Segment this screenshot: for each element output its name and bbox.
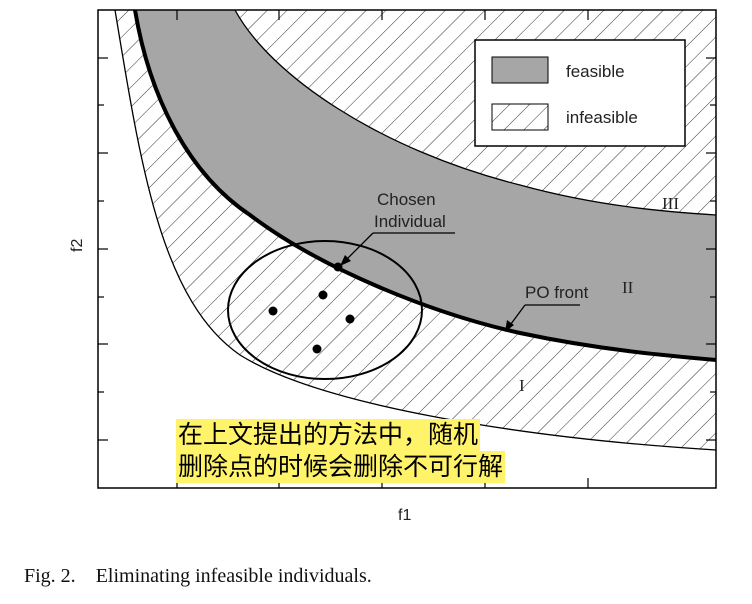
outer-boundary-curve — [234, 10, 716, 216]
caption-label: Fig. 2. — [24, 565, 76, 587]
individual-point — [318, 290, 328, 300]
individual-point — [345, 314, 355, 324]
y-axis-label: f2 — [69, 239, 86, 252]
inner-boundary-curve — [114, 10, 716, 451]
po-front-curve — [133, 10, 716, 362]
legend-infeasible-swatch — [491, 103, 549, 131]
selection-ellipse — [227, 240, 423, 380]
region-label-III: III — [662, 194, 679, 213]
highlight-line-1: 在上文提出的方法中，随机 — [176, 419, 481, 451]
region-label-I: I — [519, 376, 525, 395]
region-label-II: II — [622, 278, 634, 297]
chosen-arrow-line — [343, 232, 374, 263]
chosen-label-line1: Chosen — [377, 190, 436, 209]
legend-infeasible-label: infeasible — [566, 108, 638, 127]
chosen-label-line2: Individual — [374, 212, 446, 231]
po-front-arrow-head — [505, 320, 514, 332]
caption-text: Eliminating infeasible individuals. — [95, 565, 372, 587]
x-axis-label: f1 — [398, 507, 411, 524]
highlight-line-2: 删除点的时候会删除不可行解 — [176, 451, 506, 483]
axis-ticks — [98, 10, 716, 488]
chinese-highlight-note: 在上文提出的方法中，随机 删除点的时候会删除不可行解 — [176, 419, 506, 483]
infeasible-region-I — [115, 10, 716, 450]
legend-feasible-label: feasible — [566, 62, 625, 81]
feasible-region-II — [135, 10, 716, 360]
legend-feasible-swatch — [491, 56, 549, 84]
individual-point — [268, 306, 278, 316]
po-front-label: PO front — [525, 283, 589, 302]
chosen-arrow-head — [340, 255, 351, 266]
individual-point — [312, 344, 322, 354]
figure-caption: Fig. 2. Eliminating infeasible individua… — [24, 565, 724, 588]
individual-point — [333, 262, 343, 272]
legend: feasible infeasible — [474, 39, 686, 147]
